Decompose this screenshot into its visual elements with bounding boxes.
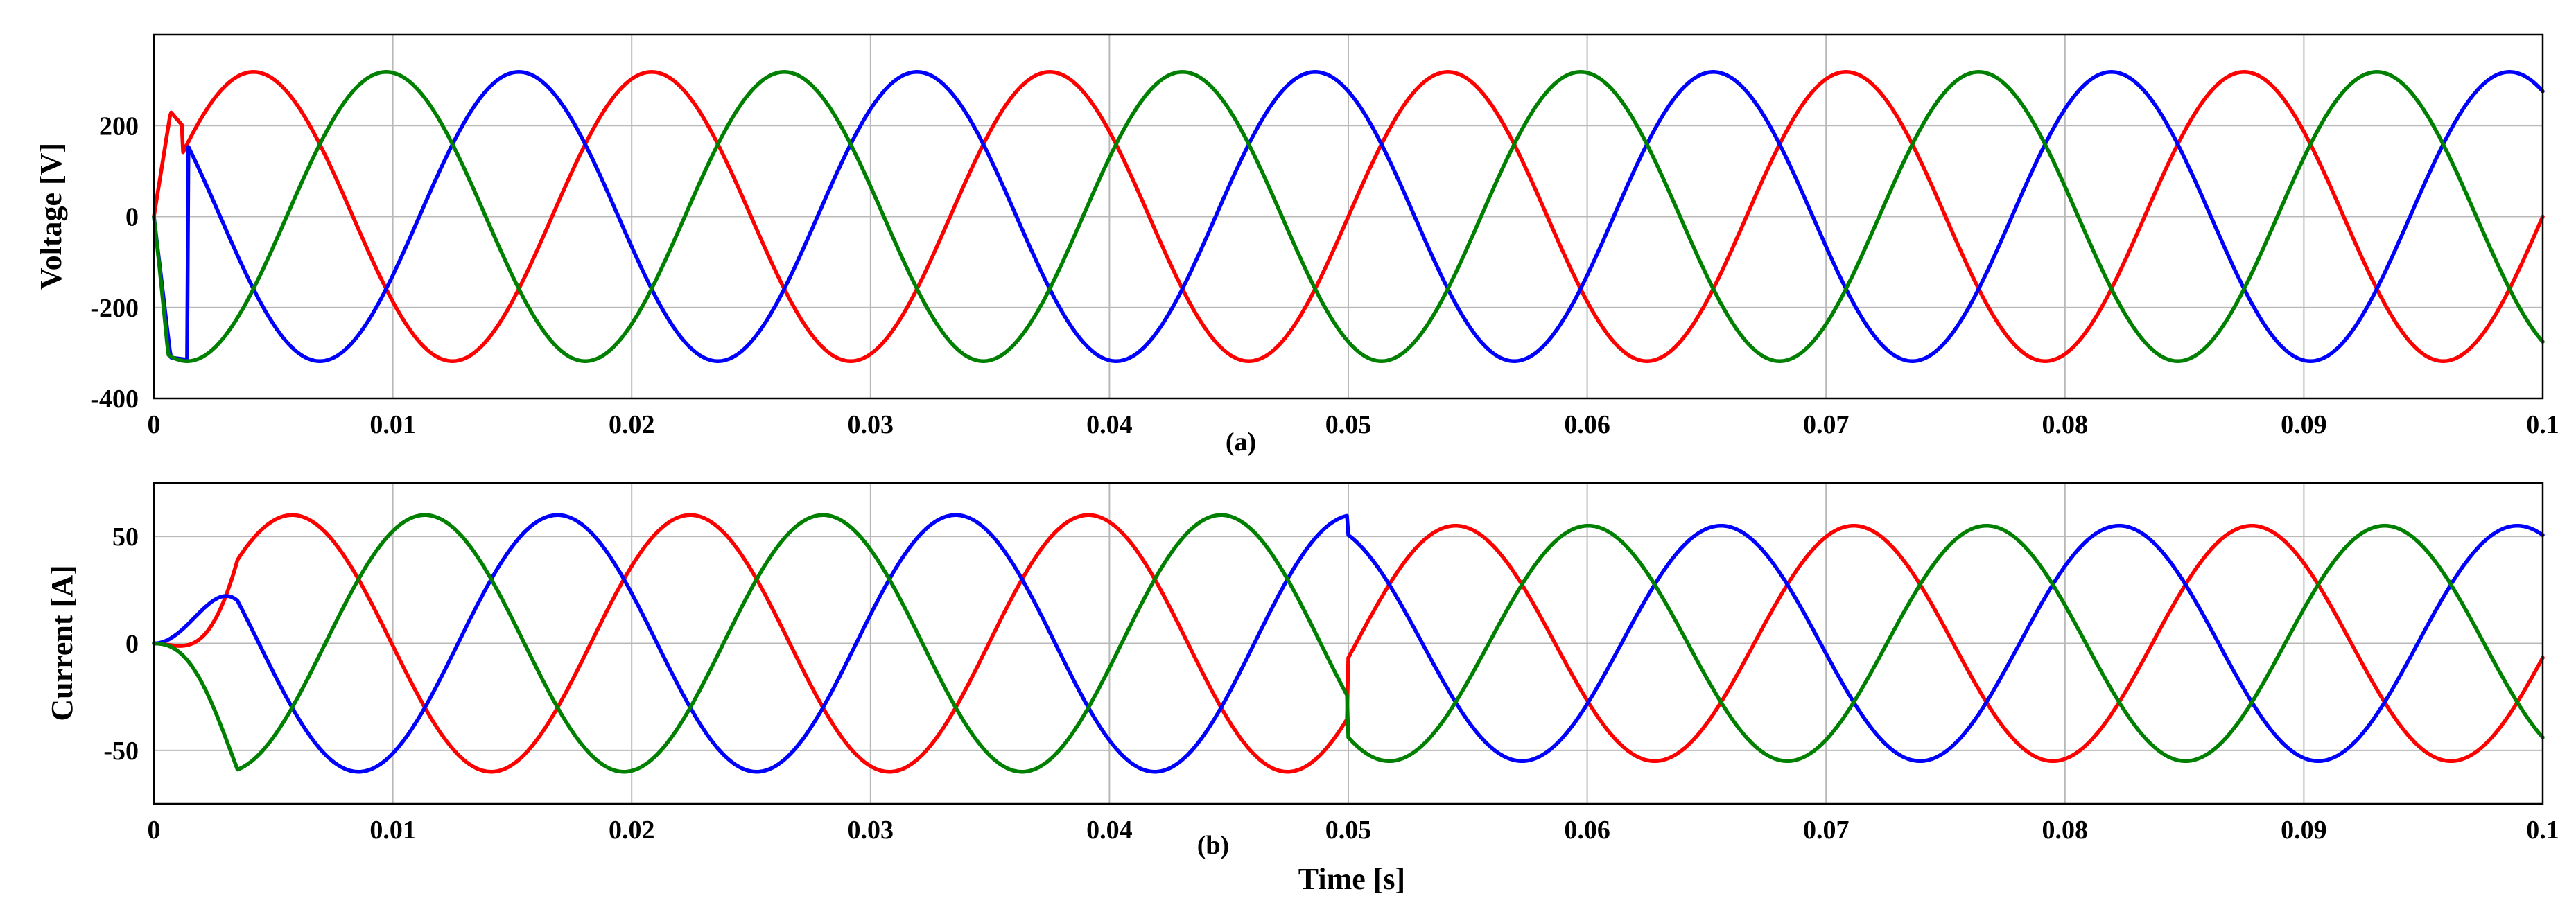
series-line-3 [152,70,2545,363]
x-tick-label: 0.05 [1325,816,1372,845]
x-tick-label: 0.07 [1803,410,1850,439]
x-tick-label: 0.06 [1564,410,1610,439]
voltage-panel: 0 0.01 0.02 0.03 0.04 0.05 0.06 0.07 0.08 0.09 0.1… [34,33,2559,457]
series-line-3 [152,513,2545,774]
series-line-1 [152,70,2545,363]
x-tick-label: 0.1 [2526,816,2559,845]
x-tick-label: 0.07 [1803,816,1850,845]
y-tick-label: -50 [103,737,139,766]
x-tick-label: 0.09 [2281,816,2327,845]
series-line-2 [152,513,2545,774]
x-tick-label: 0.01 [369,816,416,845]
x-tick-label: 0.08 [2042,816,2089,845]
x-tick-label: 0 [148,410,161,439]
x-tick-label: 0.01 [369,410,416,439]
panel-label: (a) [1226,428,1256,457]
plot-frame [153,33,2544,400]
y-tick-label: -200 [90,294,139,323]
x-tick-label: 0.03 [848,816,894,845]
y-tick-label: 0 [125,630,139,659]
x-tick-label: 0.1 [2526,410,2559,439]
y-tick-label: 50 [112,522,139,552]
x-tick-label: 0.05 [1325,410,1372,439]
y-tick-label: 0 [125,203,139,232]
plot-frame [153,482,2544,805]
y-axis-label: Current [A] [45,565,79,721]
series-line-2 [152,70,2545,363]
x-tick-label: 0.02 [609,816,655,845]
x-tick-label: 0 [148,816,161,845]
x-tick-label: 0.03 [848,410,894,439]
x-tick-label: 0.06 [1564,816,1610,845]
series-line-1 [152,513,2545,774]
x-axis-label: Time [s] [1298,862,1405,896]
panel-label: (b) [1197,831,1229,860]
x-tick-label: 0.08 [2042,410,2089,439]
y-tick-label: 200 [99,112,139,141]
y-tick-label: -400 [90,385,139,414]
x-tick-label: 0.04 [1086,816,1133,845]
x-tick-label: 0.04 [1086,410,1133,439]
x-tick-label: 0.09 [2281,410,2327,439]
current-panel: 0 0.01 0.02 0.03 0.04 0.05 0.06 0.07 0.08 0.09 0.1… [45,482,2559,896]
x-tick-label: 0.02 [609,410,655,439]
y-axis-label: Voltage [V] [34,143,68,290]
